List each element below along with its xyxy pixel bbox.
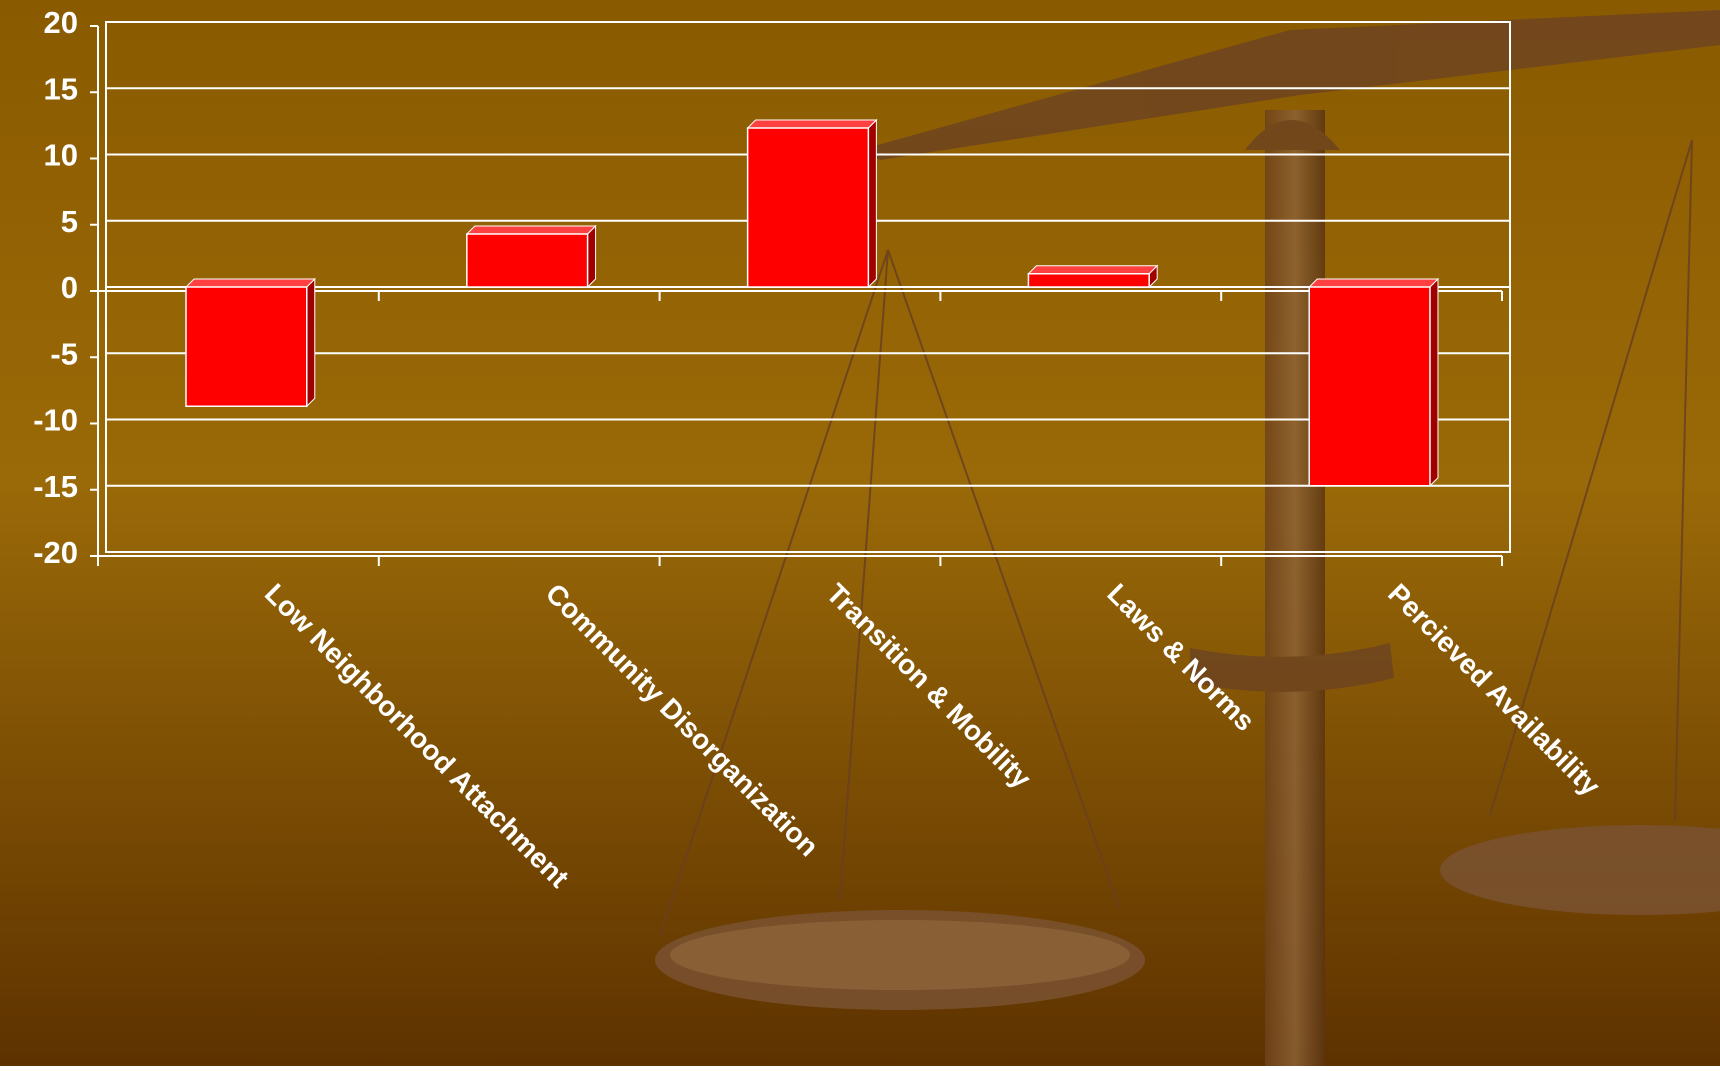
y-tick-label: -5 <box>50 336 78 371</box>
bar-top <box>746 119 878 129</box>
bar-top <box>1027 265 1159 275</box>
y-tick-label: 0 <box>61 270 78 305</box>
bar-side <box>867 118 877 289</box>
y-tick-label: -10 <box>33 403 78 438</box>
y-tick-label: 20 <box>44 5 78 40</box>
bar <box>1308 286 1431 487</box>
scale-base <box>1190 643 1394 692</box>
bar-side <box>587 224 597 289</box>
left-pan-top <box>670 920 1130 990</box>
y-tick-label: -15 <box>33 469 78 504</box>
bar <box>1027 273 1150 288</box>
bar-top <box>184 278 316 288</box>
y-tick-label: 5 <box>61 204 78 239</box>
right-pan <box>1440 825 1720 915</box>
bar-side <box>306 277 316 408</box>
bar <box>466 233 589 288</box>
scale-strings <box>659 139 1693 936</box>
scale-pole <box>1265 110 1325 1066</box>
scale-illustration <box>655 10 1720 1066</box>
bar <box>185 286 308 407</box>
bar <box>746 127 870 288</box>
bar-top <box>465 225 597 235</box>
bar-side <box>1429 277 1439 487</box>
y-tick-label: 10 <box>44 138 78 173</box>
scale-beam <box>860 10 1720 160</box>
bar-top <box>1308 278 1440 288</box>
y-tick-label: -20 <box>33 535 78 570</box>
y-tick-label: 15 <box>44 71 78 106</box>
scale-cap <box>1245 120 1340 150</box>
